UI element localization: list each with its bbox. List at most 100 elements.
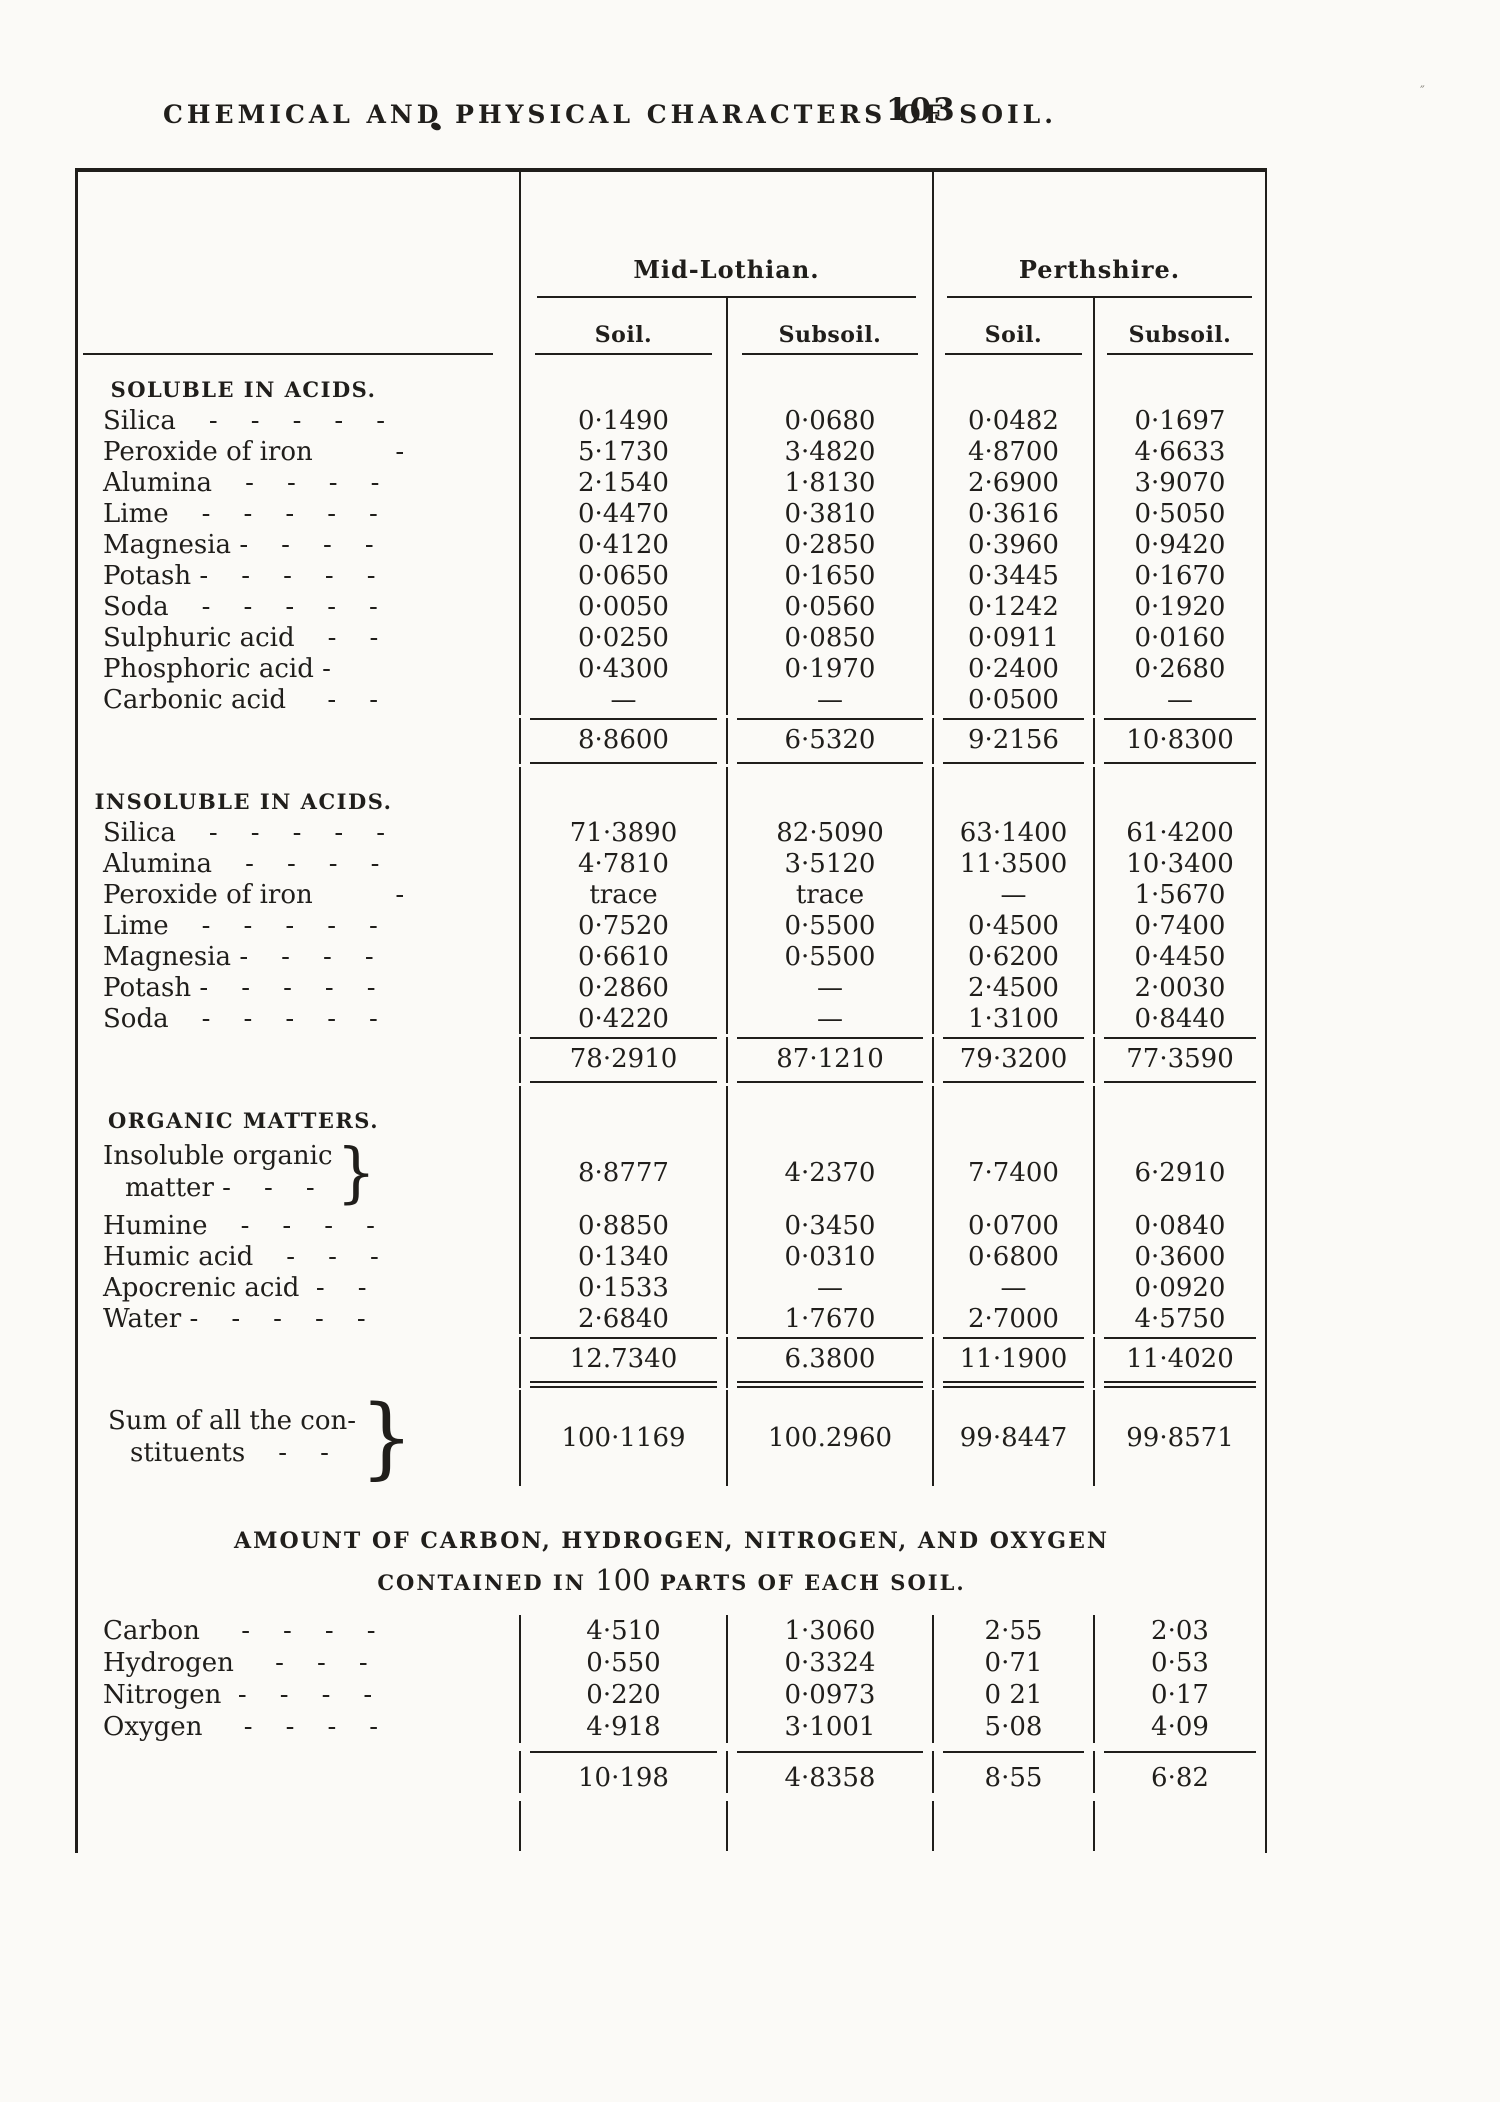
section-total-row: 8·8600 6·5320 9·2156 10·8300 (78, 715, 1265, 767)
column-header-subsoil: Subsoil. (726, 298, 932, 355)
empty-cell (932, 355, 1093, 405)
empty-cell (726, 355, 932, 405)
table-footer-spacer (78, 1801, 1265, 1851)
header-rule (537, 296, 916, 298)
row-label: Carbonic acid - - (103, 684, 378, 715)
row-label: Soda - - - - - (103, 591, 378, 622)
value-cell: 3·5120 (726, 848, 932, 879)
table-row: Phosphoric acid - 0·4300 0·1970 0·2400 0… (78, 653, 1265, 684)
value-cell: 4·918 (519, 1711, 726, 1743)
section-heading-row: INSOLUBLE IN ACIDS. (78, 767, 1265, 817)
value-cell: 0·5500 (726, 910, 932, 941)
value-cell: 0 21 (932, 1679, 1093, 1711)
section-total: 6·5320 (737, 718, 923, 764)
page-title: CHEMICAL AND PHYSICAL CHARACTERS OF SOIL… (163, 100, 1057, 129)
total-cell: 87·1210 (726, 1037, 932, 1083)
value-cell: 0·2400 (932, 653, 1093, 684)
table-row: Magnesia - - - - 0·6610 0·5500 0·6200 0·… (78, 941, 1265, 972)
section-total: 6.3800 (737, 1336, 923, 1388)
value-cell: 8·8777 (519, 1136, 726, 1210)
soil-analysis-table: Mid-Lothian. Perthshire. Soil. Subsoil. … (75, 168, 1267, 1853)
bottom-heading-line1: AMOUNT OF CARBON, HYDROGEN, NITROGEN, AN… (234, 1528, 1109, 1554)
value-cell: 2·6840 (519, 1303, 726, 1334)
value-cell: 0·0310 (726, 1241, 932, 1272)
group-header-midlothian: Mid-Lothian. (519, 172, 932, 298)
empty-cell (78, 1801, 519, 1851)
value-cell: 2·6900 (932, 467, 1093, 498)
value-cell: 0·1970 (726, 653, 932, 684)
section-total: 77·3590 (1104, 1037, 1256, 1083)
value-cell: 0·4450 (1093, 941, 1265, 972)
page-number: 103 (886, 92, 957, 128)
row-label: Silica - - - - - (103, 405, 386, 436)
value-cell: trace (519, 879, 726, 910)
value-cell: 0·0050 (519, 591, 726, 622)
value-cell: 0·1490 (519, 405, 726, 436)
value-cell: 1·3100 (932, 1003, 1093, 1034)
group-label: Perthshire. (1018, 255, 1181, 284)
header-rule (742, 353, 918, 355)
table-row: Nitrogen - - - - 0·220 0·0973 0 21 0·17 (78, 1679, 1265, 1711)
heading-number: 100 (595, 1563, 651, 1597)
value-cell: 4·7810 (519, 848, 726, 879)
value-cell: 0·550 (519, 1647, 726, 1679)
section-total-row: 78·2910 87·1210 79·3200 77·3590 (78, 1034, 1265, 1086)
table-header-columns: Soil. Subsoil. Soil. Subsoil. (78, 298, 1265, 355)
value-cell: 0·0850 (726, 622, 932, 653)
row-label: Hydrogen - - - (103, 1648, 368, 1678)
heading-text: CONTAINED IN (377, 1570, 586, 1595)
total-cell: 77·3590 (1093, 1037, 1265, 1083)
value-cell: 5·08 (932, 1711, 1093, 1743)
table-row: Carbonic acid - - — — 0·0500 — (78, 684, 1265, 715)
value-cell: 0·3960 (932, 529, 1093, 560)
section-heading: INSOLUBLE IN ACIDS. (94, 789, 393, 814)
row-label: Potash - - - - - (103, 560, 376, 591)
section-total: 87·1210 (737, 1037, 923, 1083)
value-cell: 0·2680 (1093, 653, 1265, 684)
empty-cell (1093, 1801, 1265, 1851)
value-cell: 4·510 (519, 1615, 726, 1647)
table-row: Potash - - - - - 0·2860 — 2·4500 2·0030 (78, 972, 1265, 1003)
table-row: Lime - - - - - 0·7520 0·5500 0·4500 0·74… (78, 910, 1265, 941)
value-cell: 0·9420 (1093, 529, 1265, 560)
value-cell: 0·71 (932, 1647, 1093, 1679)
value-cell: 11·3500 (932, 848, 1093, 879)
value-cell: 0·17 (1093, 1679, 1265, 1711)
row-label: Carbon - - - - (103, 1616, 376, 1646)
value-cell: 0·4220 (519, 1003, 726, 1034)
empty-cell (519, 767, 726, 817)
value-cell: 61·4200 (1093, 817, 1265, 848)
empty-cell (519, 1801, 726, 1851)
heading-text: PARTS OF EACH SOIL. (659, 1570, 966, 1595)
value-cell: 0·53 (1093, 1647, 1265, 1679)
table-row: Humine - - - - 0·8850 0·3450 0·0700 0·08… (78, 1210, 1265, 1241)
value-cell: 0·1340 (519, 1241, 726, 1272)
brace-glyph: } (360, 1385, 414, 1489)
row-label: Alumina - - - - (103, 848, 380, 879)
value-cell: 4·8700 (932, 436, 1093, 467)
value-cell: 0·7400 (1093, 910, 1265, 941)
sum-row: Sum of all the con- stituents - - } 100·… (78, 1390, 1265, 1486)
value-cell: 4·09 (1093, 1711, 1265, 1743)
value-cell: 0·4500 (932, 910, 1093, 941)
stub-header-cell (78, 298, 519, 355)
value-cell: 2·03 (1093, 1615, 1265, 1647)
spacer (78, 1486, 1265, 1514)
bottom-total: 6·82 (1104, 1751, 1256, 1793)
sum-value-cell: 99·8447 (932, 1390, 1093, 1486)
row-label: Peroxide of iron - (103, 879, 405, 910)
bottom-heading-line2: CONTAINED IN 100 PARTS OF EACH SOIL. (78, 1563, 1265, 1597)
value-cell: 0·3600 (1093, 1241, 1265, 1272)
value-cell: 0·3450 (726, 1210, 932, 1241)
row-label: Oxygen - - - - (103, 1712, 379, 1742)
value-cell: 0·8850 (519, 1210, 726, 1241)
value-cell: 4·2370 (726, 1136, 932, 1210)
value-cell: 0·220 (519, 1679, 726, 1711)
row-label-lines: Sum of all the con- stituents - - (108, 1406, 357, 1468)
value-cell: 0·0250 (519, 622, 726, 653)
total-cell: 9·2156 (932, 718, 1093, 764)
group-header-perthshire: Perthshire. (932, 172, 1265, 298)
column-header-soil: Soil. (519, 298, 726, 355)
table-row: Lime - - - - - 0·4470 0·3810 0·3616 0·50… (78, 498, 1265, 529)
table-row: Oxygen - - - - 4·918 3·1001 5·08 4·09 (78, 1711, 1265, 1743)
